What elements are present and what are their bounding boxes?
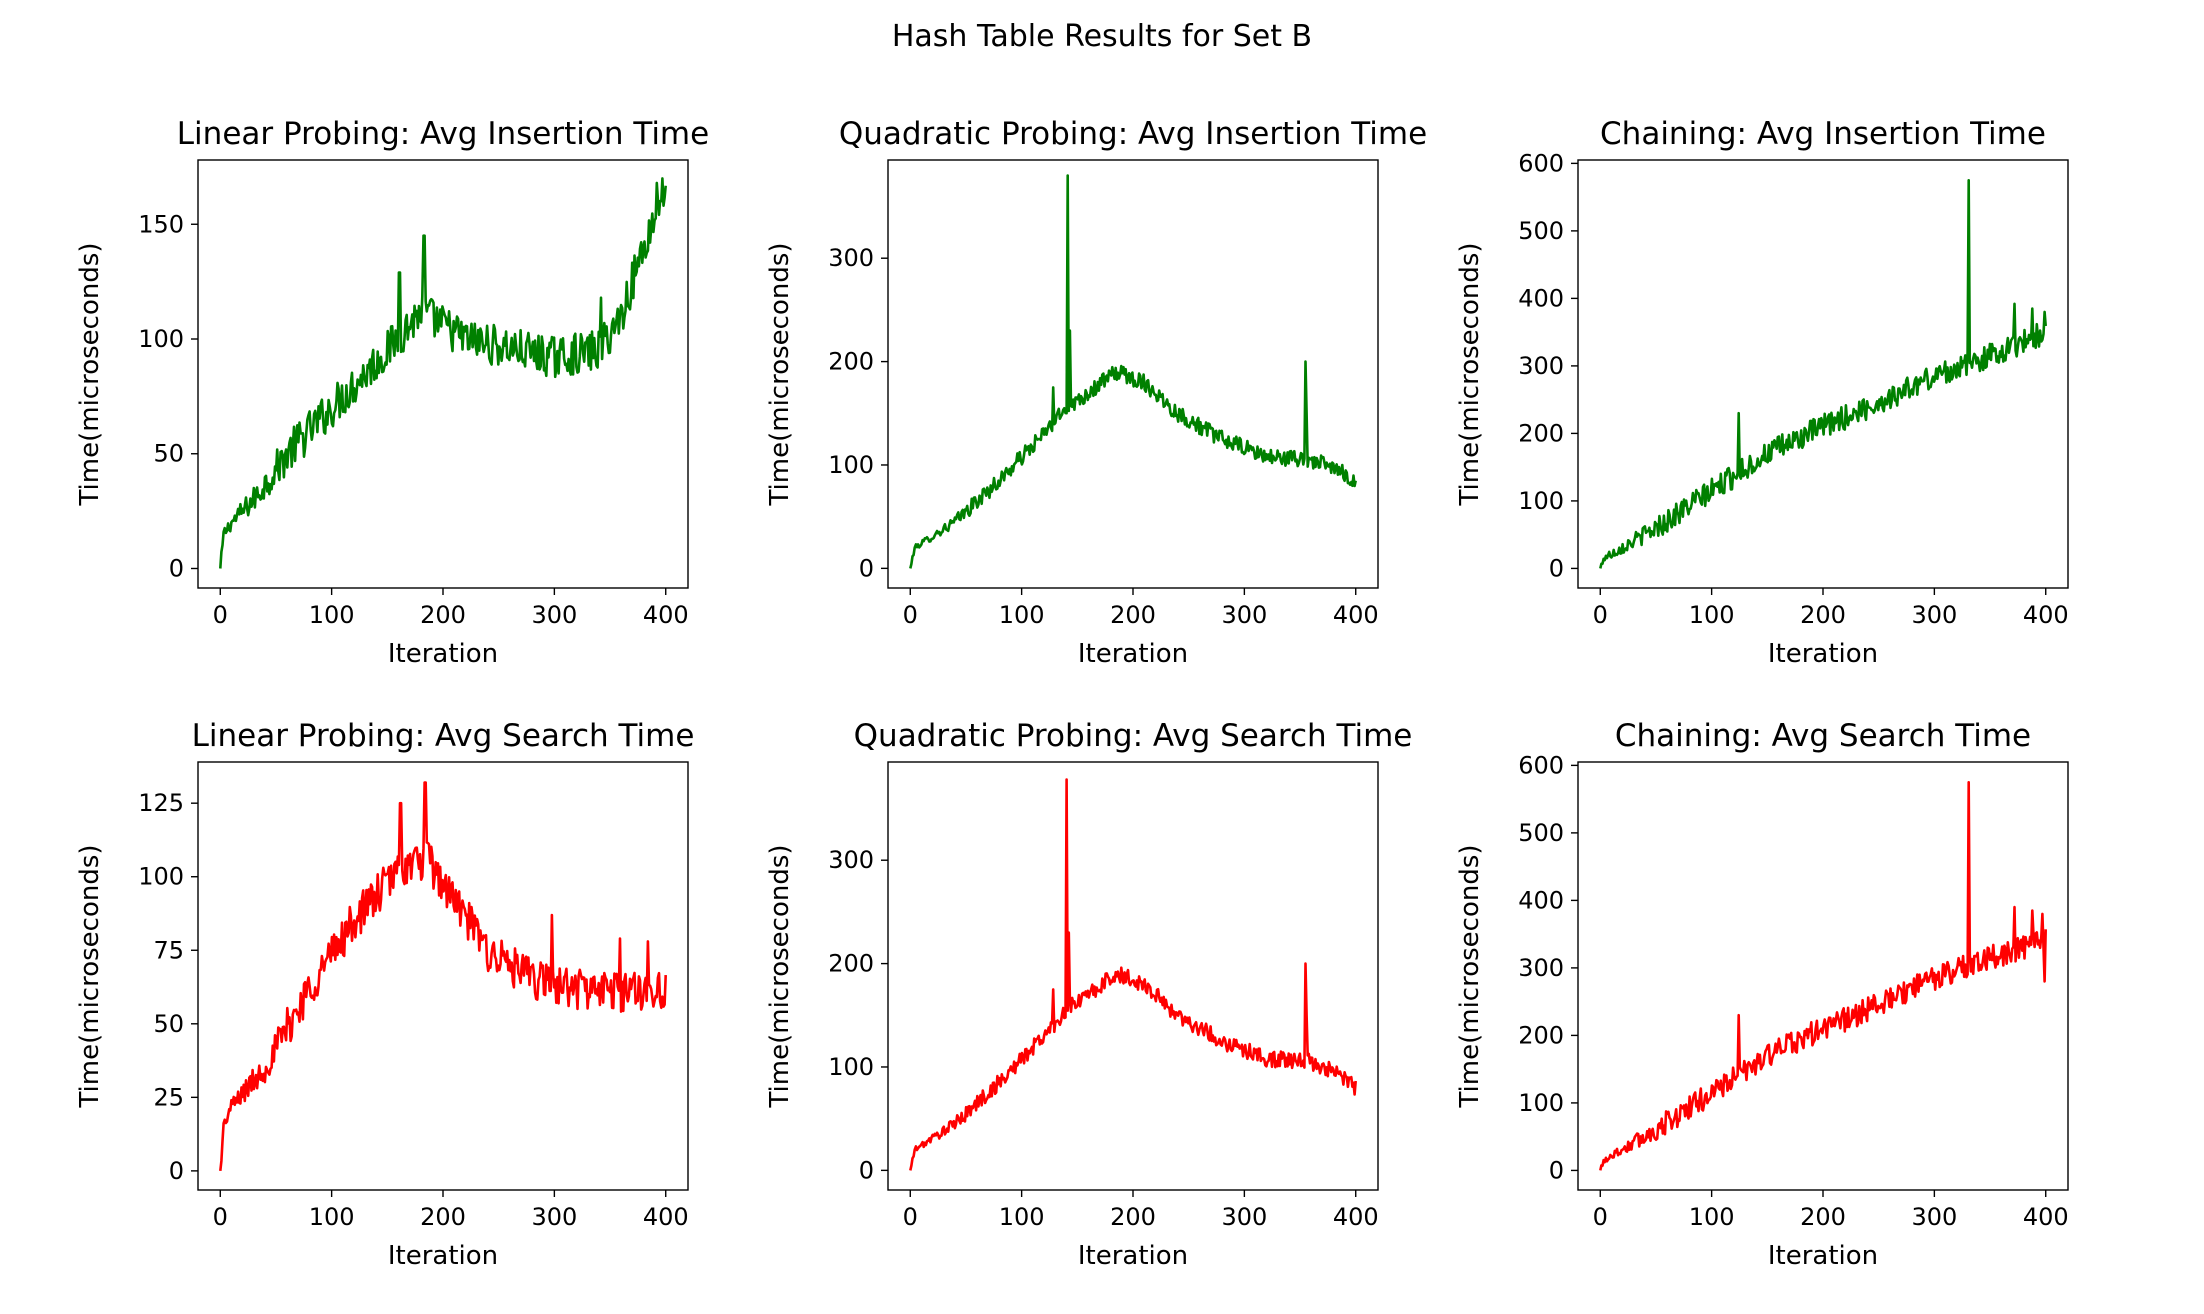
x-axis-label: Iteration	[1768, 1241, 1878, 1271]
y-tick-label: 600	[1518, 149, 1564, 177]
x-axis-label: Iteration	[388, 639, 498, 669]
subplot-4: Linear Probing: Avg Search Time 0 100 200 30…	[75, 718, 694, 1271]
x-tick-label: 0	[903, 601, 918, 629]
y-axis-label: Time(microseconds)	[1455, 844, 1485, 1108]
y-axis-label: Time(microseconds)	[1455, 242, 1485, 506]
series-line	[1599, 780, 2047, 1171]
subplot-1: Linear Probing: Avg Insertion Time 0 100 20…	[75, 116, 709, 669]
y-axis-label: Time(microseconds)	[765, 844, 795, 1108]
y-tick-label: 200	[1518, 1021, 1564, 1049]
x-tick-label: 300	[1911, 1203, 1957, 1231]
series-line	[219, 177, 667, 569]
series-line	[909, 174, 1357, 569]
y-tick-label: 0	[1549, 554, 1564, 582]
subplot-title: Linear Probing: Avg Insertion Time	[177, 116, 709, 152]
x-axis-label: Iteration	[1078, 1241, 1188, 1271]
x-tick-label: 0	[213, 1203, 228, 1231]
y-tick-label: 75	[153, 936, 184, 964]
y-tick-label: 200	[828, 348, 874, 376]
y-tick-label: 0	[859, 1156, 874, 1184]
y-tick-label: 100	[138, 863, 184, 891]
x-tick-label: 100	[309, 1203, 355, 1231]
x-tick-label: 100	[999, 1203, 1045, 1231]
x-tick-label: 400	[643, 1203, 689, 1231]
x-axis-label: Iteration	[1768, 639, 1878, 669]
subplot-grid: Linear Probing: Avg Insertion Time 0 100 20…	[75, 116, 2069, 1271]
y-tick-label: 100	[1518, 487, 1564, 515]
x-tick-label: 0	[903, 1203, 918, 1231]
x-tick-label: 0	[1593, 1203, 1608, 1231]
x-axis-label: Iteration	[388, 1241, 498, 1271]
subplot-title: Linear Probing: Avg Search Time	[192, 718, 695, 754]
y-tick-label: 200	[1518, 419, 1564, 447]
x-tick-label: 200	[1110, 601, 1156, 629]
y-tick-label: 300	[1518, 954, 1564, 982]
x-tick-label: 300	[1911, 601, 1957, 629]
x-tick-label: 400	[643, 601, 689, 629]
x-tick-label: 100	[309, 601, 355, 629]
y-tick-label: 150	[138, 210, 184, 238]
y-axis-label: Time(microseconds)	[75, 242, 105, 506]
y-tick-label: 500	[1518, 217, 1564, 245]
x-tick-label: 0	[213, 601, 228, 629]
subplot-2: Quadratic Probing: Avg Insertion Time 0 10…	[765, 116, 1427, 669]
subplot-title: Quadratic Probing: Avg Search Time	[854, 718, 1413, 754]
x-tick-label: 100	[1689, 601, 1735, 629]
y-tick-label: 100	[138, 325, 184, 353]
subplot-3: Chaining: Avg Insertion Time 0 100 200 300 40…	[1455, 116, 2069, 669]
x-tick-label: 200	[420, 601, 466, 629]
y-tick-label: 300	[828, 846, 874, 874]
x-tick-label: 300	[531, 1203, 577, 1231]
subplot-title: Quadratic Probing: Avg Insertion Time	[839, 116, 1427, 152]
y-tick-label: 100	[1518, 1089, 1564, 1117]
subplot-title: Chaining: Avg Search Time	[1615, 718, 2031, 754]
y-axis-label: Time(microseconds)	[75, 844, 105, 1108]
y-tick-label: 0	[1549, 1156, 1564, 1184]
subplot-5: Quadratic Probing: Avg Search Time 0 100 20…	[765, 718, 1412, 1271]
x-tick-label: 400	[2023, 601, 2069, 629]
x-tick-label: 300	[1221, 1203, 1267, 1231]
series-line	[219, 781, 667, 1172]
x-tick-label: 100	[1689, 1203, 1735, 1231]
y-tick-label: 50	[153, 1010, 184, 1038]
x-tick-label: 400	[2023, 1203, 2069, 1231]
x-tick-label: 300	[1221, 601, 1267, 629]
series-line	[909, 778, 1357, 1171]
y-tick-label: 400	[1518, 284, 1564, 312]
y-tick-label: 500	[1518, 819, 1564, 847]
x-tick-label: 300	[531, 601, 577, 629]
y-axis-label: Time(microseconds)	[765, 242, 795, 506]
subplot-6: Chaining: Avg Search Time 0 100 200 300 400 0 1…	[1455, 718, 2069, 1271]
y-tick-label: 200	[828, 950, 874, 978]
y-tick-label: 100	[828, 1053, 874, 1081]
y-tick-label: 400	[1518, 886, 1564, 914]
y-tick-label: 125	[138, 789, 184, 817]
x-tick-label: 200	[420, 1203, 466, 1231]
x-tick-label: 400	[1333, 601, 1379, 629]
x-tick-label: 200	[1110, 1203, 1156, 1231]
figure-title: Hash Table Results for Set B	[892, 19, 1312, 54]
y-tick-label: 300	[828, 244, 874, 272]
x-tick-label: 200	[1800, 1203, 1846, 1231]
y-tick-label: 50	[153, 440, 184, 468]
y-tick-label: 100	[828, 451, 874, 479]
series-line	[1599, 179, 2047, 569]
x-tick-label: 100	[999, 601, 1045, 629]
y-tick-label: 0	[169, 554, 184, 582]
x-axis-label: Iteration	[1078, 639, 1188, 669]
x-tick-label: 0	[1593, 601, 1608, 629]
y-tick-label: 25	[153, 1083, 184, 1111]
y-tick-label: 0	[859, 554, 874, 582]
y-tick-label: 300	[1518, 352, 1564, 380]
x-tick-label: 400	[1333, 1203, 1379, 1231]
subplot-title: Chaining: Avg Insertion Time	[1600, 116, 2046, 152]
y-tick-label: 600	[1518, 751, 1564, 779]
x-tick-label: 200	[1800, 601, 1846, 629]
y-tick-label: 0	[169, 1157, 184, 1185]
